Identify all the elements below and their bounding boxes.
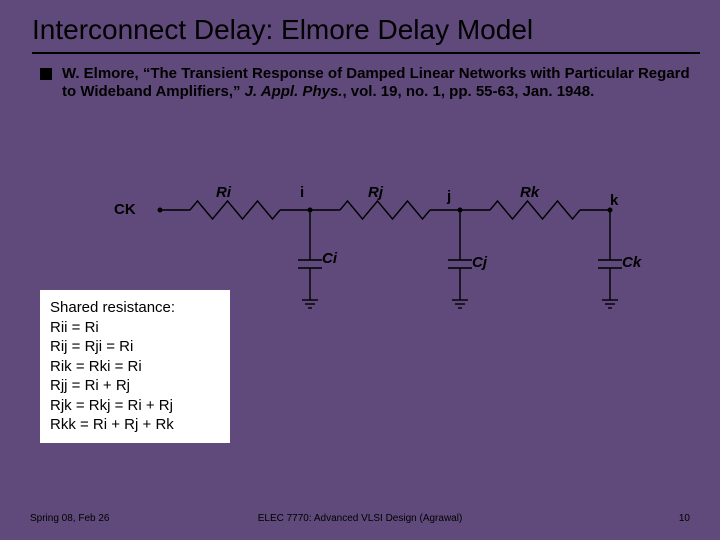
shared-heading: Shared resistance:	[50, 298, 220, 318]
shared-line: Rjk = Rkj = Ri + Rj	[50, 396, 220, 416]
page-title: Interconnect Delay: Elmore Delay Model	[32, 14, 700, 54]
shared-line: Rkk = Ri + Rj + Rk	[50, 415, 220, 435]
citation-text: W. Elmore, “The Transient Response of Da…	[62, 65, 690, 101]
bullet-icon	[40, 68, 52, 80]
footer-right: 10	[679, 513, 690, 524]
shared-line: Rik = Rki = Ri	[50, 357, 220, 377]
label-rj: Rj	[368, 184, 383, 201]
label-ri: Ri	[216, 184, 231, 201]
label-i: i	[300, 184, 304, 201]
citation-journal: J. Appl. Phys.	[245, 83, 343, 100]
shared-line: Rjj = Ri + Rj	[50, 376, 220, 396]
label-ci: Ci	[322, 250, 337, 267]
label-cj: Cj	[472, 254, 487, 271]
label-k: k	[610, 192, 618, 209]
citation-rest: , vol. 19, no. 1, pp. 55-63, Jan. 1948.	[342, 83, 594, 100]
citation-author: W. Elmore,	[62, 65, 143, 82]
label-ck-cap: Ck	[622, 254, 641, 271]
label-j: j	[447, 188, 451, 205]
label-rk: Rk	[520, 184, 539, 201]
shared-resistance-box: Shared resistance: Rii = Ri Rij = Rji = …	[40, 290, 230, 443]
label-ck: CK	[114, 201, 136, 218]
footer-center: ELEC 7770: Advanced VLSI Design (Agrawal…	[0, 513, 720, 524]
shared-line: Rii = Ri	[50, 318, 220, 338]
shared-line: Rij = Rji = Ri	[50, 337, 220, 357]
